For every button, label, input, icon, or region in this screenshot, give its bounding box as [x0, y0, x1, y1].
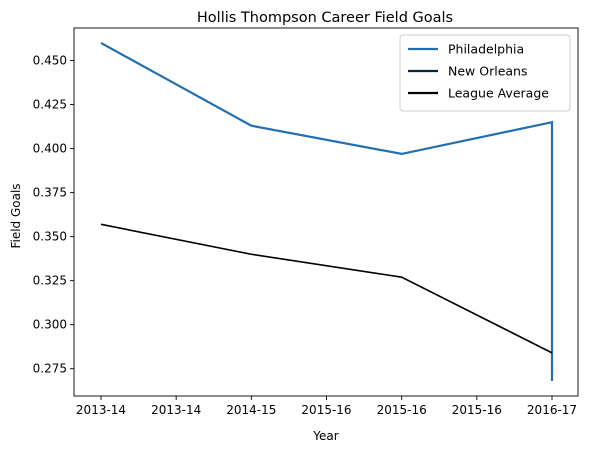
plot-frame	[73, 27, 579, 397]
x-tick-label: 2013-14	[151, 403, 201, 417]
series-line-league-average	[100, 223, 553, 354]
y-tick-label: 0.300	[33, 318, 67, 332]
x-tick-label: 2015-16	[301, 403, 351, 417]
x-tick-label: 2016-17	[527, 403, 577, 417]
x-tick-label: 2015-16	[377, 403, 427, 417]
chart-title: Hollis Thompson Career Field Goals	[197, 10, 453, 26]
y-tick-label: 0.375	[33, 186, 67, 200]
x-tick-label: 2014-15	[226, 403, 276, 417]
legend-label: Philadelphia	[448, 42, 524, 57]
y-axis-label: Field Goals	[9, 183, 23, 248]
y-tick-label: 0.425	[33, 98, 67, 112]
x-axis-label: Year	[312, 429, 338, 443]
y-tick-label: 0.350	[33, 230, 67, 244]
series-line-philadelphia	[100, 42, 554, 382]
y-tick-label: 0.275	[33, 362, 67, 376]
y-tick-label: 0.400	[33, 142, 67, 156]
x-tick-label: 2013-14	[76, 403, 126, 417]
legend-label: New Orleans	[448, 64, 527, 79]
legend: Philadelphia New Orleans League Average	[399, 34, 571, 112]
y-tick-label: 0.325	[33, 274, 67, 288]
legend-label: League Average	[448, 86, 549, 101]
legend-box	[399, 34, 571, 112]
x-tick-label: 2015-16	[452, 403, 502, 417]
y-tick-label: 0.450	[33, 54, 67, 68]
